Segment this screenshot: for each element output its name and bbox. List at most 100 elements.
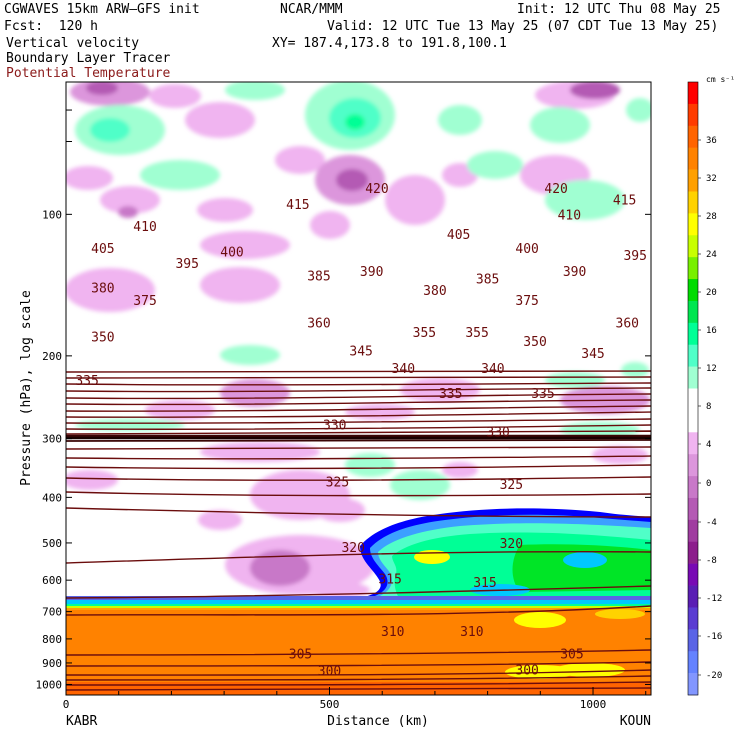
colorbar-swatch bbox=[688, 607, 698, 630]
x-axis: 0 500 1000 bbox=[63, 687, 647, 711]
theta-label: 380 bbox=[91, 281, 114, 296]
theta-label: 385 bbox=[476, 273, 499, 288]
colorbar-swatch bbox=[688, 673, 698, 696]
theta-label: 420 bbox=[365, 182, 388, 197]
theta-label: 340 bbox=[481, 362, 504, 377]
theta-label: 335 bbox=[439, 387, 462, 402]
right-endpoint-label: KOUN bbox=[620, 714, 651, 729]
colorbar-swatch bbox=[688, 366, 698, 389]
y-tick-label: 1000 bbox=[36, 678, 63, 691]
theta-label: 395 bbox=[623, 249, 646, 264]
theta-label: 335 bbox=[531, 387, 554, 402]
colorbar-swatch bbox=[688, 191, 698, 214]
potential-temperature-contours bbox=[66, 370, 651, 691]
colorbar-tick-label: 32 bbox=[706, 174, 717, 184]
colorbar-tick-label: 28 bbox=[706, 212, 717, 222]
x-axis-label: Distance (km) bbox=[327, 714, 429, 729]
theta-label: 340 bbox=[392, 362, 415, 377]
colorbar-swatch bbox=[688, 300, 698, 324]
theta-label: 325 bbox=[500, 478, 523, 493]
y-tick-label: 900 bbox=[42, 657, 62, 670]
x-tick-label: 0 bbox=[63, 698, 70, 711]
field-label-boundary-layer-tracer: Boundary Layer Tracer bbox=[6, 51, 171, 66]
colorbar-tick-label: -4 bbox=[706, 518, 717, 528]
colorbar-tick-label: -12 bbox=[706, 594, 722, 604]
colorbar-tick-label: -8 bbox=[706, 556, 717, 566]
theta-label: 380 bbox=[423, 284, 446, 299]
colorbar-tick-label: 8 bbox=[706, 402, 711, 412]
y-tick-label: 400 bbox=[42, 491, 62, 504]
theta-label: 410 bbox=[558, 208, 581, 223]
theta-label: 375 bbox=[515, 294, 538, 309]
theta-label: 350 bbox=[523, 335, 546, 350]
x-tick-label: 500 bbox=[320, 698, 340, 711]
colorbar-swatch bbox=[688, 497, 698, 521]
left-endpoint-label: KABR bbox=[66, 714, 97, 729]
theta-label: 390 bbox=[360, 265, 383, 280]
colorbar: 36 32 28 24 20 16 12 8 4 0 -4 -8 -12 -16 -20 bbox=[687, 81, 722, 696]
field-label-potential-temperature: Potential Temperature bbox=[6, 66, 171, 81]
colorbar-swatch bbox=[688, 322, 698, 346]
colorbar-swatch bbox=[688, 432, 698, 455]
colorbar-swatch bbox=[688, 388, 698, 411]
forecast-hour: Fcst: 120 h bbox=[4, 19, 98, 34]
theta-label: 325 bbox=[326, 475, 349, 490]
colorbar-swatch bbox=[688, 454, 698, 477]
theta-label: 420 bbox=[544, 182, 567, 197]
theta-label: 310 bbox=[460, 625, 483, 640]
plot-frame bbox=[65, 81, 652, 696]
theta-label: 330 bbox=[486, 426, 509, 441]
model-title: CGWAVES 15km ARW–GFS init bbox=[4, 2, 200, 17]
colorbar-swatch bbox=[688, 563, 698, 586]
theta-label: 310 bbox=[381, 625, 404, 640]
org-label: NCAR/MMM bbox=[280, 2, 343, 17]
colorbar-tick-label: -16 bbox=[706, 632, 722, 642]
theta-label: 315 bbox=[378, 572, 401, 587]
theta-label: 315 bbox=[473, 576, 496, 591]
colorbar-tick-label: 4 bbox=[706, 440, 711, 450]
theta-label: 350 bbox=[91, 331, 114, 346]
theta-label: 305 bbox=[289, 648, 312, 663]
theta-label: 305 bbox=[560, 648, 583, 663]
theta-label: 300 bbox=[318, 665, 341, 680]
colorbar-swatch bbox=[688, 585, 698, 608]
y-tick-label: 800 bbox=[42, 633, 62, 646]
colorbar-swatch bbox=[688, 279, 698, 302]
colorbar-tick-label: 12 bbox=[706, 364, 717, 374]
colorbar-swatch bbox=[688, 82, 698, 105]
init-time: Init: 12 UTC Thu 08 May 25 bbox=[517, 2, 721, 17]
colorbar-swatch bbox=[688, 410, 698, 433]
colorbar-swatch bbox=[688, 103, 698, 127]
y-tick-label: 300 bbox=[42, 433, 62, 446]
theta-label: 355 bbox=[413, 326, 436, 341]
theta-label: 400 bbox=[515, 242, 538, 257]
theta-label: 345 bbox=[581, 347, 604, 362]
theta-label: 360 bbox=[307, 317, 330, 332]
y-axis-label: Pressure (hPa), log scale bbox=[19, 290, 34, 486]
theta-label: 405 bbox=[447, 228, 470, 243]
colorbar-frame bbox=[687, 81, 699, 696]
theta-label: 355 bbox=[465, 326, 488, 341]
y-tick-label: 200 bbox=[42, 350, 62, 363]
cross-section-endpoints: XY= 187.4,173.8 to 191.8,100.1 bbox=[272, 36, 507, 51]
colorbar-tick-label: 36 bbox=[706, 136, 717, 146]
theta-label: 320 bbox=[500, 537, 523, 552]
colorbar-swatch bbox=[688, 235, 698, 258]
x-tick-label: 1000 bbox=[580, 698, 607, 711]
y-tick-label: 500 bbox=[42, 537, 62, 550]
colorbar-swatch bbox=[688, 213, 698, 236]
colorbar-swatch bbox=[688, 541, 698, 564]
theta-label: 415 bbox=[286, 198, 309, 213]
theta-label: 360 bbox=[616, 317, 639, 332]
colorbar-swatch bbox=[688, 147, 698, 170]
theta-label: 300 bbox=[515, 664, 538, 679]
theta-label: 385 bbox=[307, 270, 330, 285]
valid-time: Valid: 12 UTC Tue 13 May 25 (07 CDT Tue … bbox=[327, 19, 719, 34]
theta-label: 410 bbox=[133, 220, 156, 235]
theta-label: 320 bbox=[341, 541, 364, 556]
colorbar-swatch bbox=[688, 476, 698, 499]
theta-label: 390 bbox=[563, 265, 586, 280]
potential-temperature-labels: 420 420 415 415 410 410 405 405 400 400 395 395 390 3… bbox=[75, 182, 647, 680]
vertical-velocity-field: 420 420 415 415 410 410 405 405 400 400 395 395 390 3… bbox=[66, 82, 651, 695]
